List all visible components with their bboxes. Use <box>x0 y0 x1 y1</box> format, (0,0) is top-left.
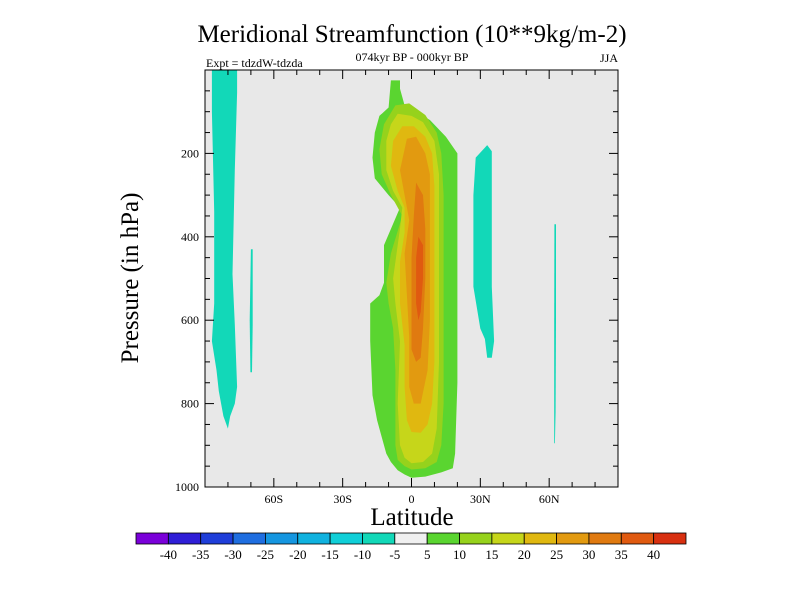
colorbar-swatch <box>167 532 202 545</box>
colorbar-label: 30 <box>582 547 595 562</box>
colorbar-swatch <box>265 532 299 545</box>
colorbar-swatch <box>329 532 363 545</box>
y-tick-label: 1000 <box>175 480 199 494</box>
colorbar-label: -40 <box>160 547 177 562</box>
colorbar-label: -15 <box>321 547 338 562</box>
colorbar-label: -10 <box>354 547 371 562</box>
chart-subtitle-left: Expt = tdzdW-tdzda <box>206 56 303 70</box>
colorbar-swatch <box>523 532 557 545</box>
colorbar-label: 25 <box>550 547 563 562</box>
colorbar-swatch <box>491 532 525 545</box>
y-tick-label: 200 <box>181 146 199 160</box>
colorbar-label: 35 <box>615 547 628 562</box>
colorbar-swatch <box>653 532 687 545</box>
x-axis-label: Latitude <box>370 504 453 531</box>
x-tick-label: 30S <box>333 492 352 506</box>
colorbar-swatch <box>200 532 234 545</box>
chart-title: Meridional Streamfunction (10**9kg/m-2) <box>197 21 626 48</box>
colorbar-swatch <box>426 532 460 545</box>
colorbar-label: 10 <box>453 547 466 562</box>
colorbar-label: 15 <box>485 547 498 562</box>
chart-subtitle-right: JJA <box>600 51 618 65</box>
chart-subtitle-center: 074kyr BP - 000kyr BP <box>356 50 469 64</box>
y-tick-label: 400 <box>181 230 199 244</box>
contour-pos-35 <box>416 236 423 321</box>
x-tick-label: 60N <box>539 492 560 506</box>
colorbar-label: -25 <box>257 547 274 562</box>
colorbar-swatch <box>394 532 428 545</box>
x-tick-label: 0 <box>409 492 415 506</box>
y-tick-label: 600 <box>181 313 199 327</box>
y-axis-label: Pressure (in hPa) <box>117 193 144 364</box>
colorbar-swatch <box>232 532 266 545</box>
contour-neg-band-30n <box>473 145 495 358</box>
colorbar-swatch <box>556 532 590 545</box>
colorbar: -40 -35 -30 -25 -20 -15 -10 -5 5 10 15 20 25 30 35 40 <box>135 532 687 562</box>
contour-neg-sliver-60n <box>554 224 556 444</box>
colorbar-swatch <box>297 532 331 545</box>
x-tick-label: 60S <box>264 492 283 506</box>
colorbar-swatch <box>588 532 622 545</box>
colorbar-swatch <box>135 532 169 545</box>
contour-neg-band-60s <box>211 70 238 429</box>
colorbar-label: 40 <box>647 547 660 562</box>
colorbar-swatch <box>459 532 493 545</box>
colorbar-label: -35 <box>192 547 209 562</box>
x-tick-label: 30N <box>470 492 491 506</box>
colorbar-label: -20 <box>289 547 306 562</box>
colorbar-label: -30 <box>224 547 241 562</box>
y-tick-label: 800 <box>181 397 199 411</box>
axis-ticks: 60S 30S 0 30N 60N 200 400 600 800 1000 <box>175 70 618 506</box>
colorbar-label: 20 <box>518 547 531 562</box>
colorbar-swatch <box>620 532 655 545</box>
colorbar-label: -5 <box>389 547 400 562</box>
contour-regions <box>211 70 556 478</box>
colorbar-swatch <box>362 532 396 545</box>
colorbar-label: 5 <box>424 547 431 562</box>
contour-neg-sliver-70s <box>249 249 253 373</box>
